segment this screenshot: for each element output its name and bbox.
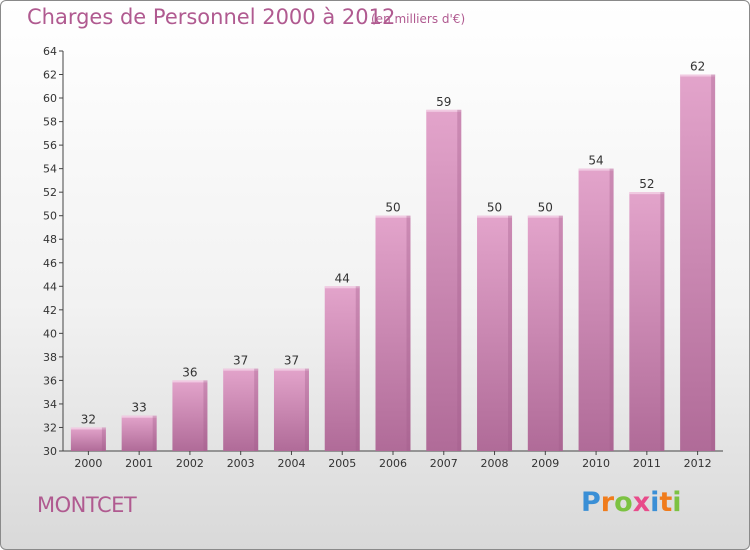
data-label: 50: [385, 201, 400, 215]
data-label: 37: [284, 354, 299, 368]
chart-unit-note: (en milliers d'€): [371, 12, 466, 26]
y-tick-label: 36: [43, 374, 57, 387]
proxiti-logo: Proxiti: [581, 487, 682, 518]
bar-2009: [527, 215, 563, 451]
y-tick-label: 40: [43, 327, 57, 340]
x-tick-label: 2012: [684, 457, 712, 470]
logo-letter: t: [659, 487, 673, 518]
y-tick-label: 52: [43, 186, 57, 199]
data-label: 59: [436, 95, 451, 109]
bar-highlight: [477, 215, 513, 218]
place-name: MONTCET: [37, 493, 137, 517]
chart-bars: 32 33 36 37 37 44 50 59 50 50 54 52 62: [70, 60, 716, 452]
bar-highlight: [426, 109, 462, 112]
y-tick-label: 58: [43, 116, 57, 129]
bar-shade: [152, 415, 157, 451]
data-label: 36: [182, 365, 197, 379]
bar-2006: [375, 215, 411, 451]
bar-highlight: [172, 380, 208, 383]
bar-shade: [457, 109, 462, 451]
bar-2007: [426, 109, 462, 451]
logo-letter: x: [632, 487, 651, 518]
bar-shade: [711, 74, 716, 451]
x-tick-label: 2008: [481, 457, 509, 470]
bar-2012: [680, 74, 716, 451]
data-label: 44: [335, 271, 350, 285]
data-label: 62: [690, 60, 705, 74]
bar-highlight: [375, 215, 411, 218]
y-tick-label: 44: [43, 280, 57, 293]
x-tick-label: 2010: [582, 457, 610, 470]
y-tick-label: 30: [43, 445, 57, 458]
bar-shade: [101, 427, 106, 451]
bar-shade: [203, 380, 208, 451]
y-tick-label: 56: [43, 139, 57, 152]
x-tick-label: 2004: [277, 457, 305, 470]
y-tick-label: 54: [43, 163, 57, 176]
data-label: 54: [588, 154, 603, 168]
bar-shade: [660, 192, 665, 452]
x-tick-label: 2002: [176, 457, 204, 470]
data-label: 32: [81, 412, 96, 426]
x-tick-label: 2000: [74, 457, 102, 470]
bar-2004: [273, 368, 309, 451]
x-tick-label: 2007: [430, 457, 458, 470]
bar-2000: [70, 427, 106, 451]
y-tick-label: 62: [43, 69, 57, 82]
y-tick-label: 50: [43, 210, 57, 223]
data-label: 50: [487, 201, 502, 215]
data-label: 33: [132, 401, 147, 415]
logo-letter: i: [672, 487, 682, 518]
bar-shade: [609, 168, 614, 451]
bar-shade: [558, 215, 563, 451]
bar-shade: [508, 215, 513, 451]
bar-2002: [172, 380, 208, 451]
bar-highlight: [223, 368, 259, 371]
bar-highlight: [527, 215, 563, 218]
data-label: 50: [538, 201, 553, 215]
bar-highlight: [629, 192, 665, 195]
logo-letter: o: [614, 487, 633, 518]
bar-shade: [355, 286, 360, 451]
bar-shade: [254, 368, 259, 451]
bar-highlight: [121, 415, 157, 418]
bar-2005: [324, 286, 360, 451]
bar-highlight: [70, 427, 106, 430]
x-tick-label: 2011: [633, 457, 661, 470]
x-tick-label: 2005: [328, 457, 356, 470]
chart-axes: 30 32 34 36 38 40 42 44 46 48 50 52 54 56 58 60 62 64 2000…: [43, 45, 723, 470]
bar-2011: [629, 192, 665, 452]
y-tick-label: 46: [43, 257, 57, 270]
x-tick-label: 2001: [125, 457, 153, 470]
logo-letter: P: [581, 487, 601, 518]
bar-highlight: [578, 168, 614, 171]
logo-letter: i: [650, 487, 660, 518]
y-tick-label: 48: [43, 233, 57, 246]
chart-title: Charges de Personnel 2000 à 2012: [27, 5, 396, 29]
bar-highlight: [273, 368, 309, 371]
x-tick-label: 2003: [227, 457, 255, 470]
bar-2001: [121, 415, 157, 451]
logo-letter: r: [600, 487, 615, 518]
y-tick-label: 32: [43, 421, 57, 434]
data-label: 37: [233, 354, 248, 368]
y-tick-label: 38: [43, 351, 57, 364]
bar-2008: [477, 215, 513, 451]
y-tick-label: 60: [43, 92, 57, 105]
bar-highlight: [680, 74, 716, 77]
y-tick-label: 42: [43, 304, 57, 317]
bar-shade: [304, 368, 309, 451]
data-label: 52: [639, 177, 654, 191]
x-tick-label: 2009: [531, 457, 559, 470]
x-tick-label: 2006: [379, 457, 407, 470]
bar-2003: [223, 368, 259, 451]
y-tick-label: 64: [43, 45, 57, 58]
bar-2010: [578, 168, 614, 451]
bar-highlight: [324, 286, 360, 289]
bar-shade: [406, 215, 411, 451]
y-tick-label: 34: [43, 398, 57, 411]
